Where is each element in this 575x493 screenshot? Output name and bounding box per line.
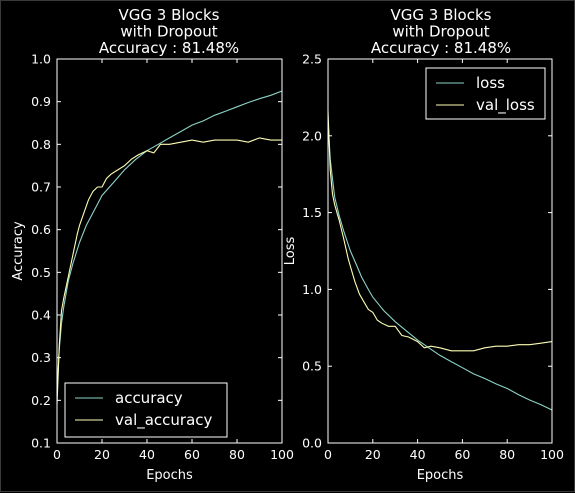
- y-axis-label: Loss: [283, 237, 298, 266]
- y-tick-label: 0.3: [31, 350, 51, 365]
- chart-title-line: with Dropout: [120, 23, 217, 41]
- y-tick-label: 0.1: [31, 436, 51, 451]
- legend-label-val-accuracy: val_accuracy: [115, 411, 213, 430]
- chart-title-line: Accuracy : 81.48%: [371, 39, 511, 57]
- series-line-val-loss: [327, 111, 553, 352]
- y-tick-label: 0.2: [31, 393, 51, 408]
- legend-box: [425, 67, 546, 120]
- x-tick-label: 20: [365, 447, 381, 462]
- y-tick-label: 0.6: [31, 222, 51, 237]
- x-axis-label: Epochs: [417, 468, 464, 483]
- x-tick-label: 20: [94, 447, 110, 462]
- x-tick-label: 0: [53, 447, 61, 462]
- chart-title-line: VGG 3 Blocks: [391, 6, 492, 24]
- y-tick-label: 0.9: [31, 94, 51, 109]
- x-tick-label: 80: [499, 447, 515, 462]
- legend-label-val-loss: val_loss: [476, 96, 535, 115]
- series-line-val-accuracy: [56, 137, 282, 405]
- y-tick-label: 0.7: [31, 180, 51, 195]
- axes-frame: [56, 58, 283, 444]
- x-tick-label: 0: [324, 447, 332, 462]
- x-tick-label: 40: [410, 447, 426, 462]
- y-axis-label: Accuracy: [11, 221, 26, 281]
- series-line-accuracy: [56, 90, 283, 392]
- chart-title-line: Accuracy : 81.48%: [99, 39, 239, 57]
- x-tick-label: 80: [229, 447, 245, 462]
- y-tick-label: 0.8: [31, 137, 51, 152]
- legend-box: [64, 382, 228, 438]
- legend: loss val_loss: [425, 67, 546, 120]
- y-tick-label: 0.5: [31, 265, 51, 280]
- axes-frame: [327, 58, 553, 444]
- y-tick-label: 1.0: [302, 282, 322, 297]
- x-tick-label: 100: [540, 447, 564, 462]
- legend-label-loss: loss: [476, 74, 505, 92]
- x-tick-label: 60: [184, 447, 200, 462]
- x-tick-label: 100: [270, 447, 294, 462]
- y-tick-label: 1.0: [31, 52, 51, 67]
- legend-label-accuracy: accuracy: [115, 389, 183, 407]
- x-axis-label: Epochs: [146, 468, 193, 483]
- series-line-loss: [327, 120, 553, 411]
- legend: accuracy val_accuracy: [64, 382, 228, 438]
- x-tick-label: 60: [454, 447, 470, 462]
- y-tick-label: 2.0: [302, 128, 322, 143]
- chart-title-line: VGG 3 Blocks: [119, 6, 220, 24]
- y-tick-label: 1.5: [302, 205, 322, 220]
- y-tick-label: 0.5: [302, 359, 322, 374]
- chart-title-line: with Dropout: [392, 23, 489, 41]
- y-tick-label: 0.4: [31, 308, 51, 323]
- y-tick-label: 2.5: [302, 52, 322, 67]
- y-tick-label: 0.0: [302, 436, 322, 451]
- x-tick-label: 40: [139, 447, 155, 462]
